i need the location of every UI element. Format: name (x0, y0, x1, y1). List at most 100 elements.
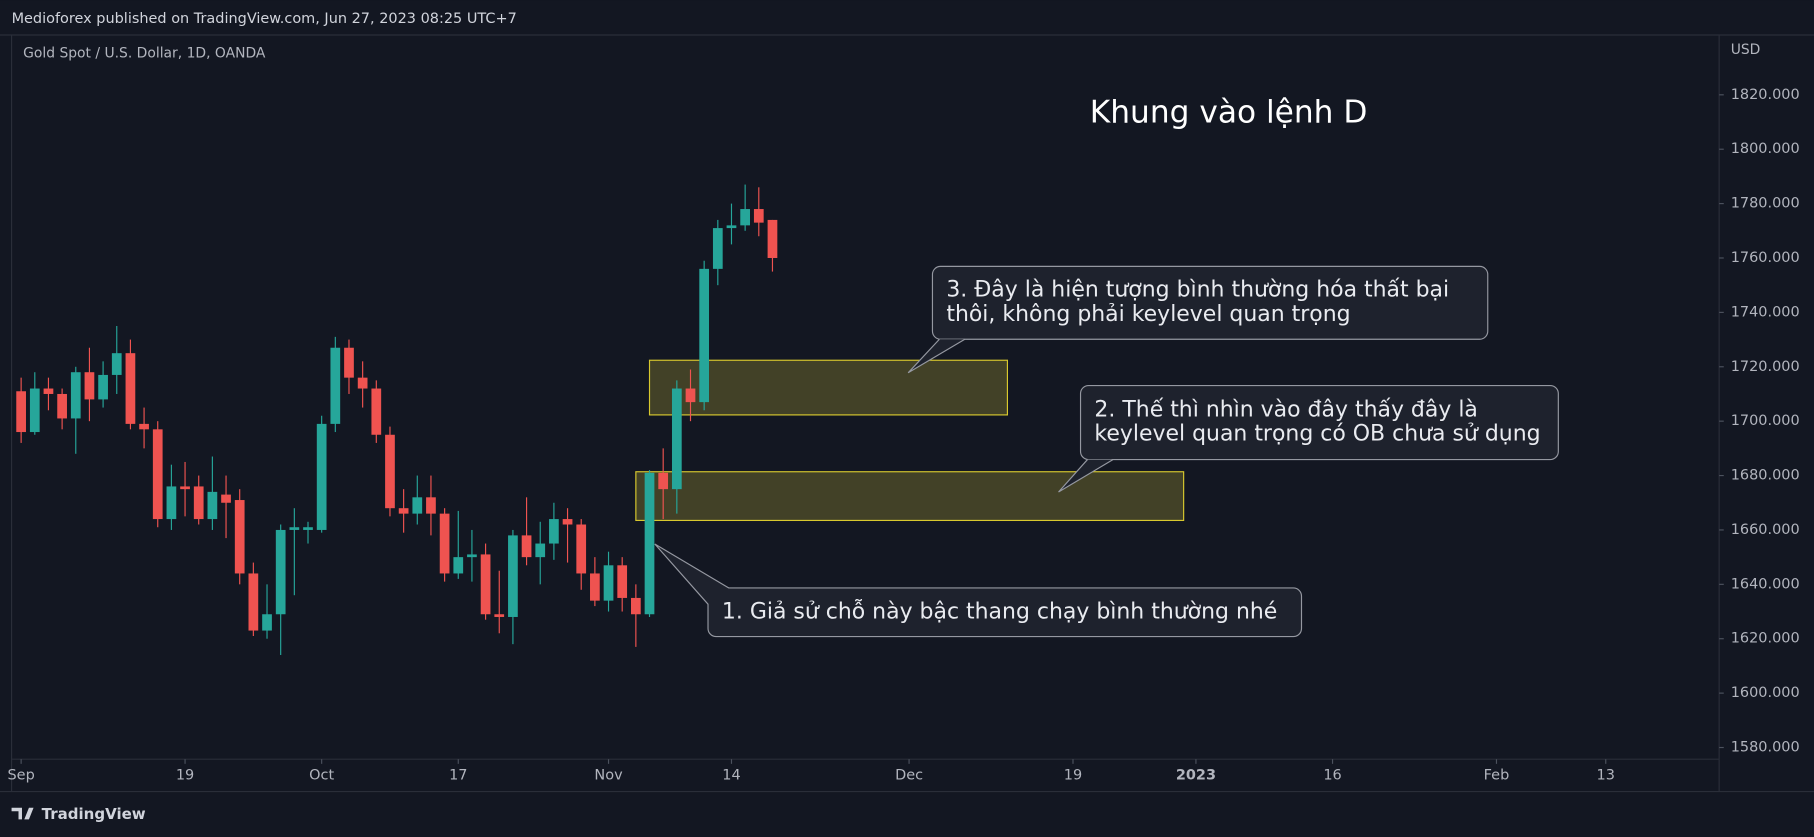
y-tick-label: 1760.000 (1731, 250, 1800, 266)
callout-box (1079, 384, 1559, 461)
candle-body (125, 353, 136, 424)
callout-box (707, 587, 1303, 638)
candle-body (712, 228, 723, 269)
x-tick-label: Sep (8, 767, 35, 783)
y-tick-label: 1740.000 (1731, 304, 1800, 320)
candle-body (644, 472, 655, 615)
candle-body (275, 529, 286, 615)
x-tick-label: Dec (895, 767, 923, 783)
x-tick-label: Feb (1484, 767, 1510, 783)
candle-body (357, 377, 368, 389)
candle-body (316, 423, 327, 530)
candle-body (439, 513, 450, 574)
x-tick-label: 2023 (1176, 767, 1216, 783)
candle-body (180, 486, 190, 490)
candle-body (521, 535, 532, 558)
x-tick-label: 14 (722, 767, 740, 783)
footer-brand: TradingView (42, 805, 146, 823)
candle-body (549, 519, 559, 544)
candle-body (29, 388, 40, 433)
candle-body (111, 353, 122, 375)
candle-body (385, 434, 395, 509)
candle-body (453, 557, 464, 574)
candle-body (576, 524, 587, 574)
x-tick-label: Oct (309, 767, 334, 783)
candle-body (753, 209, 764, 223)
candle-body (221, 494, 231, 503)
candle-body (767, 219, 778, 258)
candle-body (248, 573, 259, 631)
x-tick-label: 17 (449, 767, 467, 783)
y-tick-label: 1820.000 (1731, 87, 1800, 103)
candle-body (193, 486, 204, 520)
candle-body (671, 388, 682, 490)
callout-box (931, 265, 1489, 340)
candle-body (590, 573, 600, 601)
candle-body (740, 209, 750, 226)
candle-body (562, 519, 573, 525)
y-tick-label: 1600.000 (1731, 685, 1800, 701)
candle-body (70, 372, 81, 419)
candle-body (508, 535, 518, 617)
candle-body (98, 374, 108, 400)
callout: 2. Thế thì nhìn vào đây thấy đây làkeyle… (1058, 384, 1559, 493)
candle-body (330, 347, 341, 424)
candle-body (84, 372, 95, 400)
candles (16, 184, 778, 656)
candle-body (43, 388, 54, 394)
zones (635, 359, 1185, 522)
candle-body (685, 388, 696, 403)
candle-body (398, 508, 409, 514)
candle-body (726, 225, 737, 229)
callout-text: 1. Giả sử chỗ này bậc thang chạy bình th… (722, 598, 1277, 624)
x-tick-label: 16 (1323, 767, 1341, 783)
y-tick-label: 1720.000 (1731, 359, 1800, 375)
callout-text: 3. Đây là hiện tượng bình thường hóa thấ… (946, 278, 1449, 303)
y-tick-label: 1660.000 (1731, 522, 1800, 538)
y-tick-label: 1640.000 (1731, 576, 1800, 592)
callout: 1. Giả sử chỗ này bậc thang chạy bình th… (654, 543, 1303, 638)
x-tick-label: 19 (176, 767, 194, 783)
candle-body (658, 472, 669, 490)
callout-text: thôi, không phải keylevel quan trọng (946, 302, 1350, 327)
candle-body (139, 423, 149, 430)
callout-pointer (1058, 459, 1114, 493)
candle-body (535, 543, 546, 558)
chart-title: Khung vào lệnh D (1090, 95, 1368, 131)
candle-body (699, 268, 710, 403)
y-tick-label: 1800.000 (1731, 141, 1800, 157)
candle-body (467, 554, 477, 558)
x-tick-label: 13 (1597, 767, 1615, 783)
candle-body (16, 391, 26, 433)
tv-logo (11, 807, 34, 820)
order-block-zone (648, 359, 1008, 416)
candle-body (603, 565, 614, 601)
candle-body (494, 614, 505, 617)
candle-body (344, 347, 354, 378)
candle-body (207, 491, 218, 520)
candle-body (262, 614, 272, 631)
candle-body (57, 393, 67, 419)
y-tick-label: 1620.000 (1731, 631, 1800, 647)
logo-icon (11, 807, 34, 820)
callout-pointer-fill (654, 544, 729, 605)
candle-body (480, 554, 491, 615)
y-tick-label: 1780.000 (1731, 196, 1800, 212)
y-tick-label: 1700.000 (1731, 413, 1800, 429)
header-bar (0, 0, 1814, 35)
candle-body (617, 565, 628, 598)
callout-pointer (907, 338, 966, 374)
publisher-header: Medioforex published on TradingView.com,… (12, 11, 517, 27)
candle-body (234, 500, 245, 574)
candle-body (152, 429, 163, 520)
symbol-label: Gold Spot / U.S. Dollar, 1D, OANDA (23, 46, 266, 62)
y-tick-label: 1680.000 (1731, 468, 1800, 484)
candle-body (630, 597, 641, 615)
candle-body (371, 388, 382, 435)
x-tick-label: 19 (1064, 767, 1082, 783)
callout-text: 2. Thế thì nhìn vào đây thấy đây là (1094, 397, 1478, 422)
callout-pointer (654, 543, 730, 605)
candle-body (303, 527, 313, 530)
